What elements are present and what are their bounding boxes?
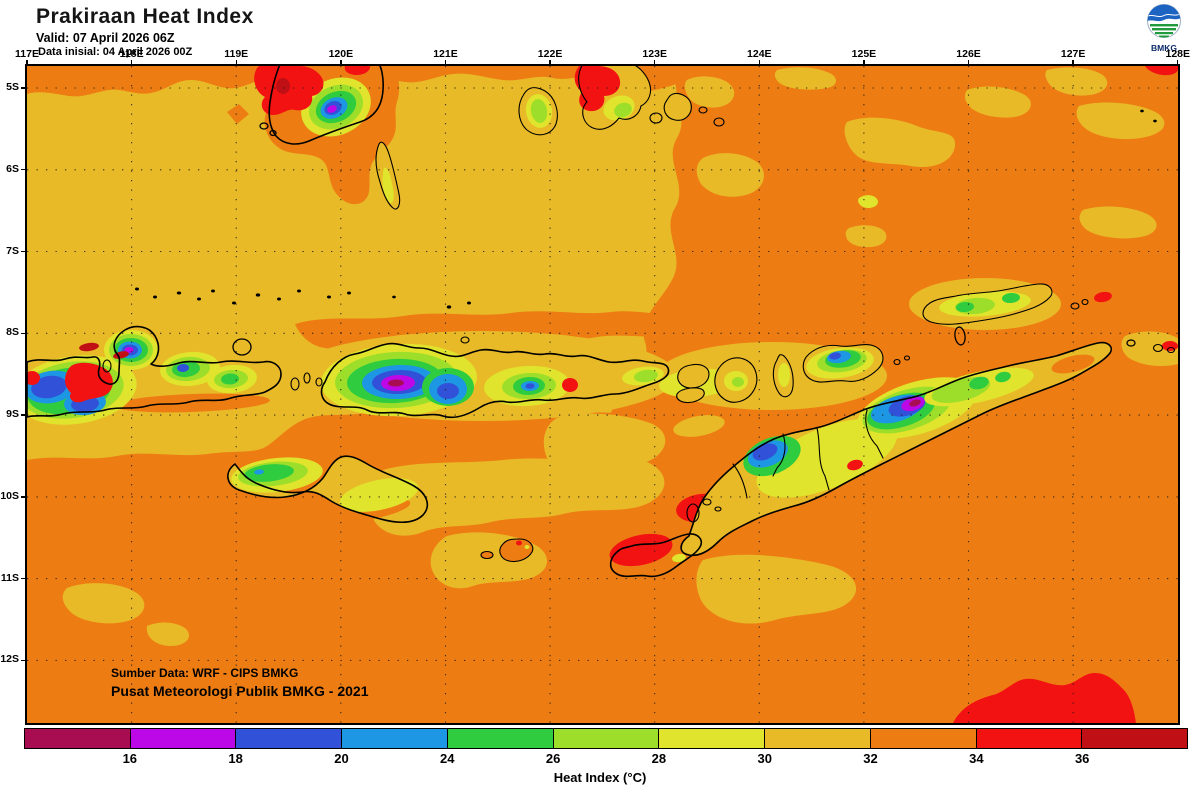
lon-tick-mark (1072, 60, 1074, 66)
colorbar-segment (130, 729, 237, 748)
longitude-axis: 117E 118E 119E 120E 121E 122E 123E 124E 125E 126E… (15, 44, 1190, 66)
contours-flores (321, 343, 669, 418)
lon-tick-mark (863, 60, 865, 66)
bmkg-logo: BMKG (1145, 3, 1183, 53)
lon-tick-label: 120E (328, 48, 354, 60)
colorbar-segment (342, 729, 448, 748)
lon-tick-label: 117E (15, 48, 39, 60)
lat-tick-mark (21, 496, 27, 498)
lon-tick-mark (967, 60, 970, 66)
border-timor-1 (816, 427, 830, 491)
valid-time-label: Valid: 07 April 2026 06Z (36, 31, 175, 45)
colorbar-segment (1082, 729, 1188, 748)
source-data-label: Sumber Data: WRF - CIPS BMKG (111, 666, 299, 680)
colorbar-tick-value: 20 (334, 751, 349, 766)
lon-tick-label: 126E (956, 48, 981, 60)
lon-tick-label: 128E (1165, 48, 1191, 60)
colorbar-tick-value: 30 (757, 751, 772, 766)
lon-tick-mark (340, 60, 342, 66)
heat-index-map-canvas (27, 66, 1178, 723)
colorbar-segment (25, 729, 131, 748)
lat-tick-label: 10S (0, 489, 19, 502)
coastline-layer (27, 66, 1176, 578)
latitude-axis: 5S 6S 7S 8S 9S 10S 11S 12S (0, 66, 27, 723)
colorbar-tick-value: 26 (545, 751, 561, 766)
lon-tick-label: 119E (224, 48, 249, 60)
lat-tick-mark (21, 250, 27, 253)
lat-tick-mark (21, 414, 27, 416)
page-title: Prakiraan Heat Index (36, 5, 254, 28)
border-timor-4 (772, 433, 786, 477)
colorbar-segment (236, 729, 343, 748)
colorbar-segment (976, 729, 1083, 748)
lon-tick-mark (235, 60, 237, 66)
border-timor-2 (865, 409, 884, 459)
lat-tick-label: 7S (6, 244, 19, 257)
coast-atauro (954, 326, 966, 346)
lat-tick-label: 6S (6, 162, 19, 175)
lat-tick-label: 8S (6, 326, 19, 339)
lon-tick-mark (653, 60, 656, 66)
colorbar-tick-value: 28 (651, 751, 667, 766)
lat-tick-mark (21, 659, 27, 662)
producer-label: Pusat Meteorologi Publik BMKG - 2021 (111, 683, 369, 699)
colorbar-segment (870, 729, 977, 748)
contours-savu (481, 539, 533, 562)
contours-wetar (923, 283, 1112, 325)
lon-tick-mark (130, 60, 133, 66)
lat-tick-label: 11S (0, 571, 19, 584)
lat-tick-label: 9S (6, 408, 19, 421)
small-island-specks (135, 109, 1157, 309)
lon-tick-mark (444, 60, 447, 66)
lat-tick-mark (21, 577, 27, 580)
lat-tick-mark (21, 169, 27, 171)
lon-tick-label: 118E (119, 48, 144, 60)
lon-tick-label: 122E (537, 48, 563, 60)
contours-timor (681, 342, 1112, 556)
contours-sumba (227, 456, 428, 524)
lon-tick-mark (549, 60, 551, 66)
colorbar-segment (553, 729, 660, 748)
lat-tick-label: 12S (0, 653, 19, 666)
lon-tick-mark (758, 60, 760, 66)
lon-tick-label: 124E (747, 48, 772, 60)
bmkg-logo-label: BMKG (1151, 43, 1177, 53)
colorbar-tick-labels: 16 18 20 24 26 28 30 32 34 36 (24, 751, 1188, 767)
colorbar (24, 728, 1188, 749)
contours-selayar (376, 142, 400, 210)
coast-sangeang (232, 338, 252, 356)
colorbar-title: Heat Index (°C) (553, 770, 647, 785)
lon-tick-label: 121E (433, 48, 458, 60)
colorbar-segment (765, 729, 871, 748)
colorbar-segment (659, 729, 766, 748)
border-timor-3 (732, 463, 748, 499)
colorbar-tick-value: 16 (122, 751, 138, 766)
colorbar-tick-value: 18 (228, 751, 243, 766)
contours-sumbawa (27, 326, 281, 425)
colorbar-tick-value: 34 (969, 751, 984, 766)
map-area: Sumber Data: WRF - CIPS BMKG Pusat Meteo… (25, 64, 1180, 725)
lat-tick-label: 5S (6, 81, 19, 93)
colorbar-tick-value: 36 (1074, 751, 1090, 766)
contours-alor-chain (659, 344, 883, 403)
colorbar-tick-value: 24 (440, 751, 455, 766)
contours-sulawesi-tip (254, 66, 384, 144)
lat-tick-mark (21, 87, 27, 89)
colorbar-tick-value: 32 (863, 751, 878, 766)
init-time-label: Data inisial: 04 April 2026 00Z (38, 46, 193, 58)
bmkg-logo-icon (1147, 4, 1181, 38)
colorbar-segment (447, 729, 554, 748)
lon-tick-label: 123E (642, 48, 667, 60)
lon-tick-mark (1177, 60, 1179, 66)
lat-tick-mark (21, 332, 27, 334)
contour-layer (27, 66, 1178, 723)
lon-tick-mark (26, 60, 28, 66)
coast-kisar (1126, 339, 1136, 347)
lon-tick-label: 125E (851, 48, 877, 60)
lon-tick-label: 127E (1060, 48, 1086, 60)
